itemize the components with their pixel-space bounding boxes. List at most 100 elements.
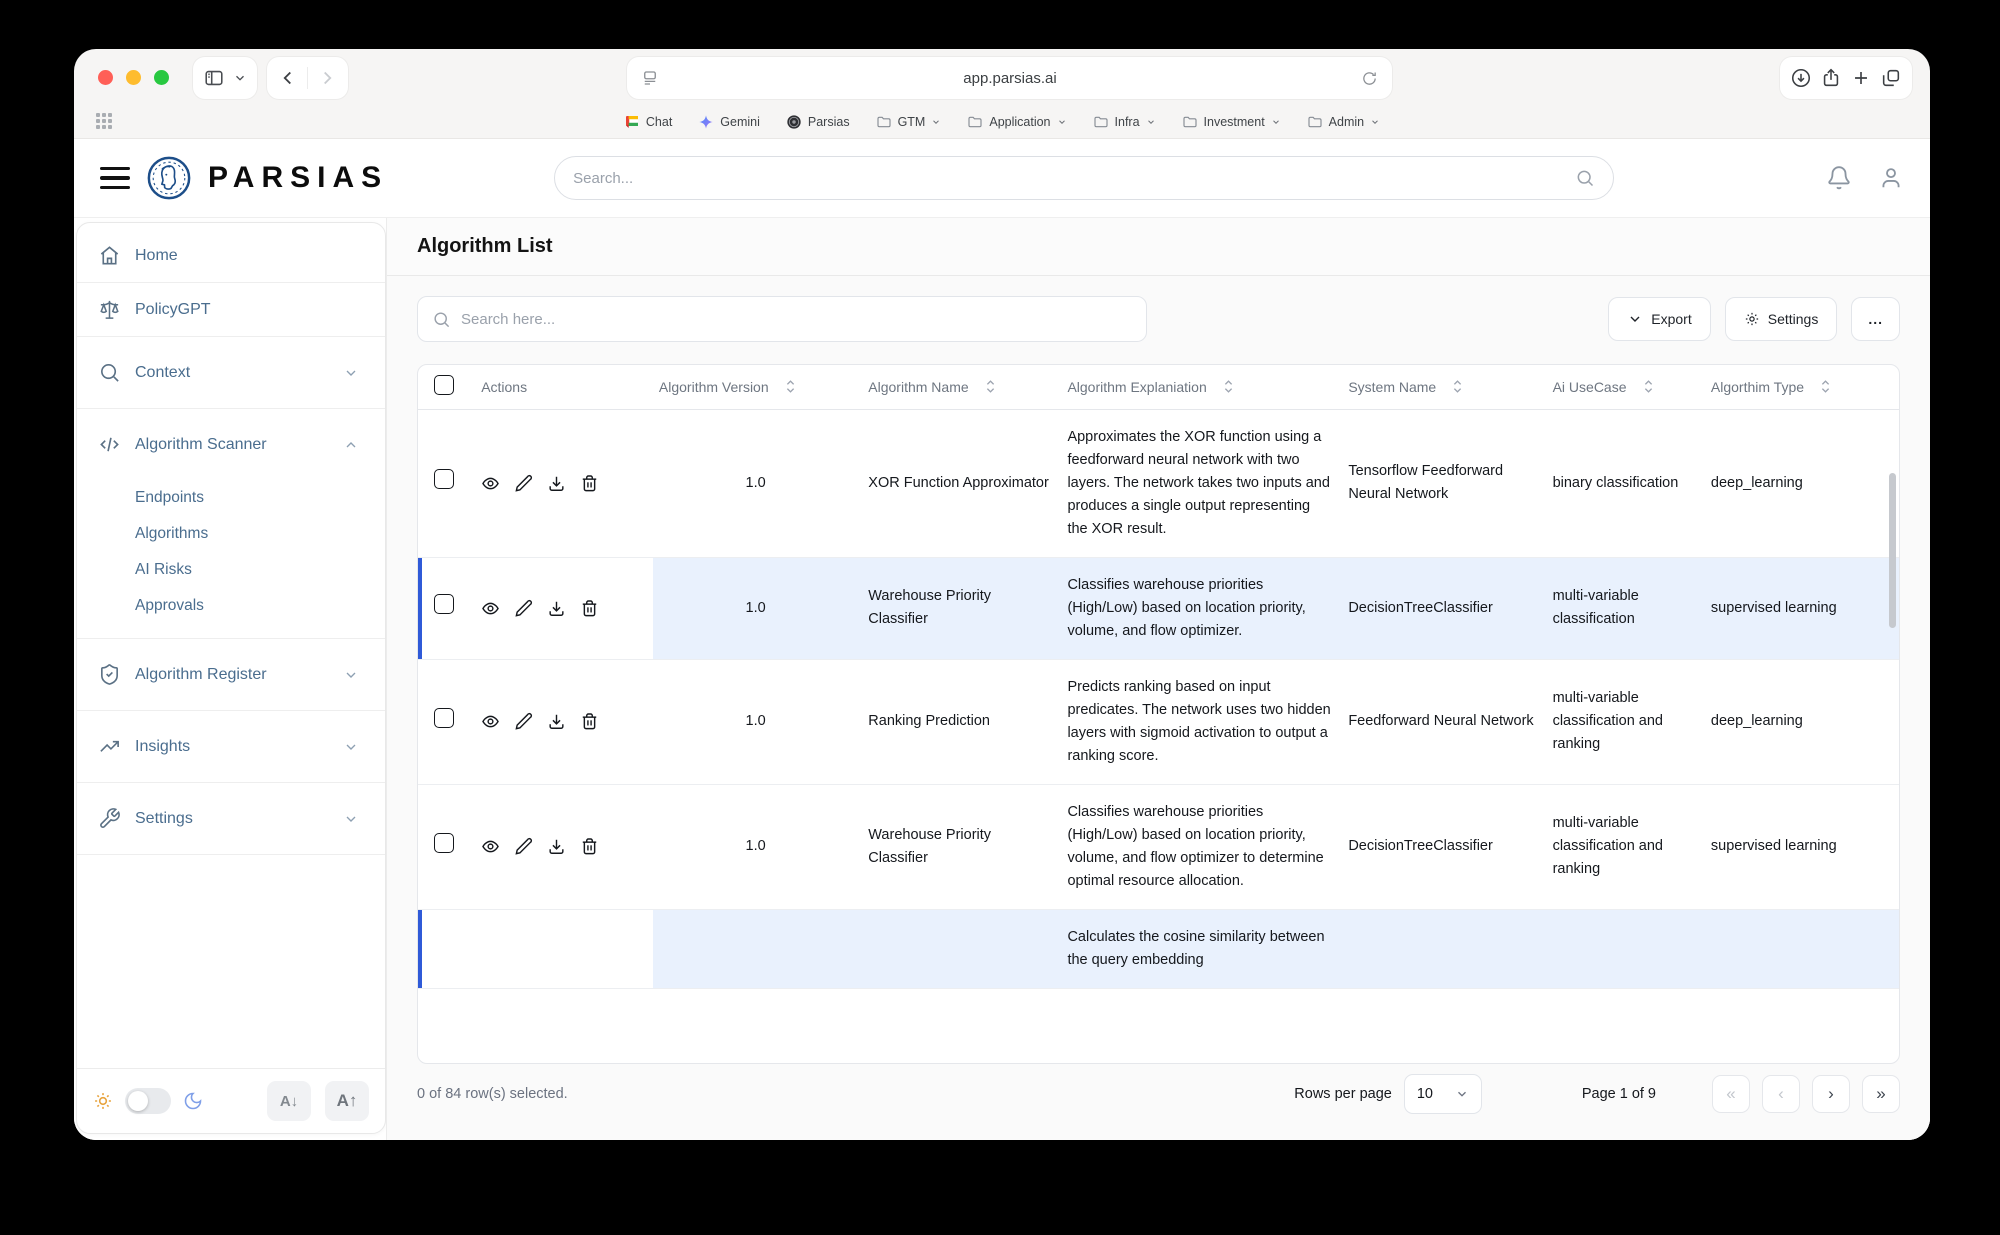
gear-icon [1745,312,1758,326]
sidebar-item-settings[interactable]: Settings [77,783,385,854]
user-account-icon[interactable] [1878,165,1904,191]
edit-pencil-icon[interactable] [514,474,533,493]
sort-icon[interactable] [1221,379,1236,394]
reload-icon[interactable] [1361,70,1378,87]
export-button[interactable]: Export [1608,297,1711,341]
sort-icon[interactable] [783,379,798,394]
sidebar-item-home[interactable]: Home [77,229,385,282]
brand-wordmark: PARSIAS [208,161,389,194]
divider [77,638,385,639]
address-bar[interactable]: app.parsias.ai [627,57,1392,99]
table-search[interactable] [417,296,1147,342]
new-tab-icon[interactable] [1850,67,1872,89]
last-page-button[interactable]: » [1862,1075,1900,1113]
cell-version [652,909,863,989]
edit-pencil-icon[interactable] [514,599,533,618]
sort-icon[interactable] [1818,379,1833,394]
global-search-input[interactable] [573,169,1576,187]
table-row-selected-partial[interactable]: Calculates the cosine similarity between… [418,909,1899,989]
menu-icon[interactable] [100,167,130,189]
tab-group-grid-icon[interactable] [96,113,114,131]
search-icon[interactable] [1575,168,1595,188]
scales-icon [100,300,119,319]
url-text[interactable]: app.parsias.ai [963,69,1057,87]
select-all-checkbox[interactable] [434,375,454,396]
bookmark-chat[interactable]: Chat [624,114,672,130]
sidebar-item-context[interactable]: Context [77,337,385,408]
next-page-button[interactable]: › [1812,1075,1850,1113]
tab-overview-icon[interactable] [1880,67,1902,89]
font-increase-button[interactable]: A↑ [325,1081,369,1121]
bookmark-folder-admin[interactable]: Admin [1307,114,1380,130]
sidebar-item-policygpt[interactable]: PolicyGPT [77,283,385,336]
bookmark-parsias[interactable]: Parsias [786,114,850,130]
row-checkbox[interactable] [434,594,454,614]
theme-toggle[interactable] [125,1088,171,1114]
download-icon[interactable] [547,712,566,731]
forward-icon[interactable] [316,67,338,89]
row-checkbox[interactable] [434,707,454,728]
delete-trash-icon[interactable] [580,837,599,856]
edit-pencil-icon[interactable] [514,712,533,731]
view-eye-icon[interactable] [481,599,500,618]
browser-sidebar-icon[interactable] [203,67,225,89]
page-info: Page 1 of 9 [1581,1086,1656,1102]
more-options-button[interactable]: ... [1851,297,1900,341]
table-row[interactable]: 1.0 Ranking Prediction Predicts ranking … [418,659,1899,785]
sort-icon[interactable] [1450,379,1465,394]
bookmark-folder-infra[interactable]: Infra [1093,114,1156,130]
edit-pencil-icon[interactable] [514,837,533,856]
sidebar-chevron-down-icon[interactable] [233,71,247,85]
reader-view-icon[interactable] [641,69,659,87]
close-window-button[interactable] [98,70,113,85]
chevron-down-icon [933,120,940,124]
cell-explanation: Classifies warehouse priorities (High/Lo… [1061,784,1343,910]
view-eye-icon[interactable] [481,712,500,731]
delete-trash-icon[interactable] [580,599,599,618]
table-row-selected[interactable]: 1.0 Warehouse Priority Classifier Classi… [418,557,1899,660]
zoom-window-button[interactable] [154,70,169,85]
bookmark-folder-application[interactable]: Application [967,114,1066,130]
sidebar-item-label: Settings [135,809,193,827]
table-footer: 0 of 84 row(s) selected. Rows per page 1… [417,1064,1900,1124]
table-settings-button[interactable]: Settings [1724,297,1838,341]
notifications-bell-icon[interactable] [1826,165,1852,191]
table-row[interactable]: 1.0 XOR Function Approximator Approximat… [418,409,1899,558]
download-icon[interactable] [547,474,566,493]
minimize-window-button[interactable] [126,70,141,85]
download-icon[interactable] [547,599,566,618]
sort-icon[interactable] [1641,379,1656,394]
table-row[interactable]: 1.0 Warehouse Priority Classifier Classi… [418,784,1899,910]
traffic-lights [98,70,169,85]
rows-per-page-select[interactable]: 10 [1403,1074,1482,1114]
first-page-button[interactable]: « [1712,1075,1750,1113]
bookmark-gemini[interactable]: Gemini [698,114,760,130]
global-search[interactable] [554,156,1615,200]
table-search-input[interactable] [461,310,1132,328]
sidebar-item-insights[interactable]: Insights [77,711,385,782]
delete-trash-icon[interactable] [580,712,599,731]
share-icon[interactable] [1820,67,1842,89]
sidebar-subitem-ai-risks[interactable]: AI Risks [135,561,192,578]
download-icon[interactable] [547,837,566,856]
sidebar-item-algorithm-scanner[interactable]: Algorithm Scanner [77,409,385,480]
downloads-icon[interactable] [1790,67,1812,89]
folder-icon [877,116,891,128]
sidebar-subitem-approvals[interactable]: Approvals [135,597,204,614]
sort-icon[interactable] [983,379,998,394]
table-scrollbar[interactable] [1889,473,1896,628]
bookmark-folder-investment[interactable]: Investment [1182,114,1281,130]
font-decrease-button[interactable]: A↓ [267,1081,311,1121]
row-checkbox[interactable] [434,469,454,489]
sidebar-subitem-algorithms[interactable]: Algorithms [135,525,209,542]
sidebar-subitem-endpoints[interactable]: Endpoints [135,489,204,506]
table-toolbar: Export Settings ... [417,296,1900,342]
row-checkbox[interactable] [434,832,454,853]
sidebar-item-algorithm-register[interactable]: Algorithm Register [77,639,385,710]
view-eye-icon[interactable] [481,837,500,856]
previous-page-button[interactable]: ‹ [1762,1075,1800,1113]
back-icon[interactable] [277,67,299,89]
delete-trash-icon[interactable] [580,474,599,493]
bookmark-folder-gtm[interactable]: GTM [876,114,942,130]
view-eye-icon[interactable] [481,474,500,493]
